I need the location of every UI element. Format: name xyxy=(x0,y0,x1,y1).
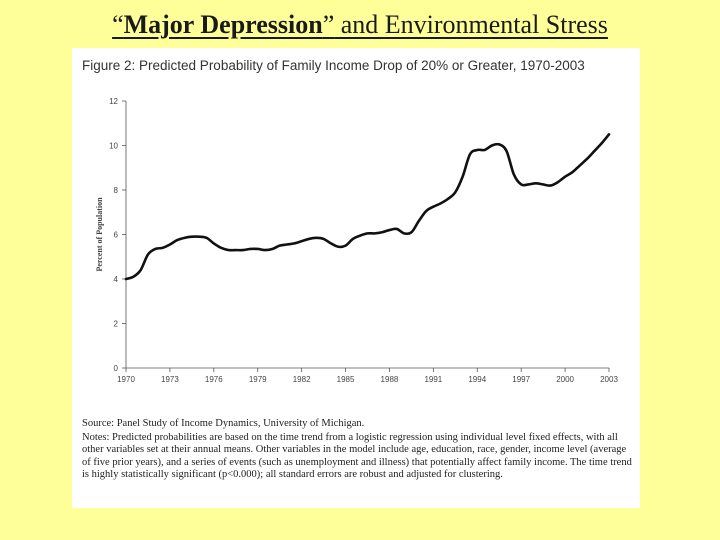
figure-source: Source: Panel Study of Income Dynamics, … xyxy=(82,418,365,429)
x-tick-label: 1988 xyxy=(381,375,399,384)
y-axis-label: Percent of Population xyxy=(95,197,104,272)
x-tick-label: 1997 xyxy=(512,375,530,384)
title-close-quote: ” xyxy=(322,10,335,39)
y-tick-label: 6 xyxy=(114,231,119,240)
figure-notes: Source: Panel Study of Income Dynamics, … xyxy=(82,418,632,481)
x-tick-label: 1982 xyxy=(293,375,311,384)
figure-title: Figure 2: Predicted Probability of Famil… xyxy=(82,58,585,73)
x-tick-label: 1985 xyxy=(337,375,355,384)
title-bold-text: Major Depression xyxy=(123,10,323,39)
title-open-quote: “ xyxy=(112,10,124,39)
y-tick-label: 4 xyxy=(114,275,119,284)
y-tick-label: 2 xyxy=(114,320,119,329)
x-tick-label: 2000 xyxy=(556,375,574,384)
x-tick-label: 2003 xyxy=(600,375,618,384)
x-tick-label: 1976 xyxy=(205,375,223,384)
x-tick-label: 1973 xyxy=(161,375,179,384)
figure-notes-text: Notes: Predicted probabilities are based… xyxy=(82,432,632,480)
y-tick-label: 10 xyxy=(109,142,118,151)
line-chart: 0 2 4 6 8 10 12 1970 1973 1976 1979 1982 1985 1988 199… xyxy=(95,97,618,384)
x-tick-label: 1979 xyxy=(249,375,267,384)
y-tick-label: 0 xyxy=(114,364,119,373)
figure-panel: Figure 2: Predicted Probability of Famil… xyxy=(72,48,640,508)
x-tick-label: 1994 xyxy=(468,375,486,384)
series-line xyxy=(124,133,611,281)
x-tick-label: 1991 xyxy=(424,375,442,384)
y-tick-label: 8 xyxy=(114,186,119,195)
title-rest-text: and Environmental Stress xyxy=(334,10,608,39)
slide-title: “Major Depression” and Environmental Str… xyxy=(0,10,720,40)
x-tick-label: 1970 xyxy=(117,375,135,384)
y-tick-label: 12 xyxy=(109,97,118,106)
